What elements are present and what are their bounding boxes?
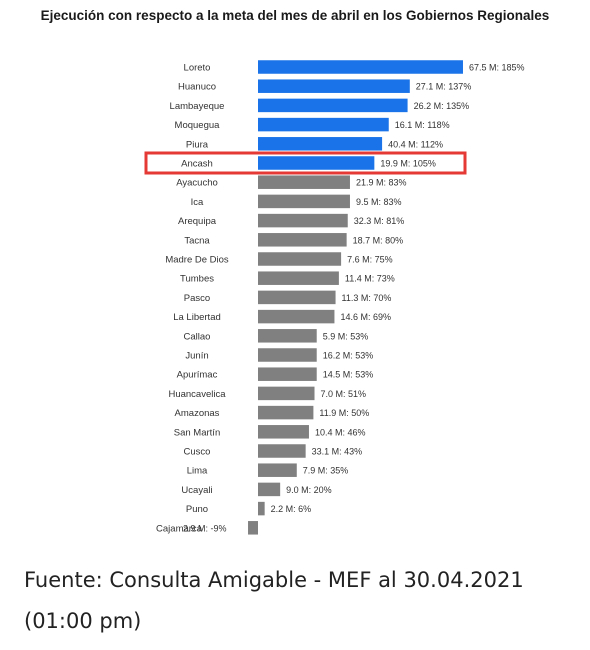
value-label: 2.2 M: 6% bbox=[271, 504, 312, 514]
bar-san-martín bbox=[258, 425, 309, 439]
category-label: Tacna bbox=[184, 235, 210, 246]
value-label: 11.9 M: 50% bbox=[319, 408, 369, 418]
bar-ica bbox=[258, 194, 350, 209]
value-label: 40.4 M: 112% bbox=[388, 139, 443, 149]
category-label: Cajamarca bbox=[156, 523, 203, 534]
bar-cajamarca bbox=[248, 521, 258, 535]
bar-la-libertad bbox=[258, 309, 335, 324]
value-label: 67.5 M: 185% bbox=[469, 63, 525, 73]
bar-ayacucho bbox=[258, 175, 350, 189]
category-label: Tumbes bbox=[180, 274, 214, 285]
value-label: 7.9 M: 35% bbox=[303, 466, 349, 476]
value-label: 14.5 M: 53% bbox=[323, 370, 374, 380]
value-label: 5.9 M: 53% bbox=[323, 331, 369, 341]
category-label: Pasco bbox=[184, 293, 210, 304]
bar-huanuco bbox=[258, 79, 410, 93]
value-label: 27.1 M: 137% bbox=[416, 82, 472, 92]
value-label: 16.2 M: 53% bbox=[323, 351, 374, 361]
bar-ucayali bbox=[258, 482, 281, 497]
bar-junín bbox=[258, 348, 317, 362]
value-label: 14.6 M: 69% bbox=[340, 312, 391, 322]
category-label: Huanuco bbox=[178, 82, 216, 93]
value-label: 11.3 M: 70% bbox=[342, 293, 392, 303]
category-label: Piura bbox=[186, 139, 209, 150]
value-label: 9.5 M: 83% bbox=[356, 197, 402, 207]
category-label: Lima bbox=[187, 466, 208, 477]
value-label: 10.4 M: 46% bbox=[315, 427, 366, 437]
value-label: 18.7 M: 80% bbox=[353, 235, 404, 245]
category-label: Ica bbox=[191, 197, 204, 208]
category-label: Cusco bbox=[184, 447, 211, 458]
category-label: Loreto bbox=[184, 63, 211, 74]
bar-chart: Loreto 67.5 M: 185% Huanuco 27.1 M: 137% Lam… bbox=[144, 60, 525, 535]
value-label: 26.2 M: 135% bbox=[414, 101, 470, 111]
category-label: Ancash bbox=[181, 159, 213, 170]
category-label: Lambayeque bbox=[170, 101, 225, 112]
bar-tumbes bbox=[258, 271, 339, 285]
value-label: 19.9 M: 105% bbox=[380, 159, 436, 169]
bar-amazonas bbox=[258, 405, 314, 420]
category-label: Puno bbox=[186, 504, 208, 515]
value-label: 33.1 M: 43% bbox=[312, 447, 363, 457]
value-label: 7.6 M: 75% bbox=[347, 255, 393, 265]
category-label: Apurímac bbox=[177, 370, 218, 381]
value-label: 11.4 M: 73% bbox=[345, 274, 395, 284]
category-label: Ucayali bbox=[181, 485, 212, 496]
value-label: 21.9 M: 83% bbox=[356, 178, 407, 188]
bar-moquegua bbox=[258, 117, 389, 132]
category-label: Ayacucho bbox=[176, 178, 218, 189]
chart-title: Ejecución con respecto a la meta del mes… bbox=[40, 8, 550, 23]
bar-huancavelica bbox=[258, 386, 315, 401]
category-label: Madre De Dios bbox=[165, 255, 229, 266]
bar-piura bbox=[258, 137, 383, 151]
category-label: La Libertad bbox=[173, 312, 221, 323]
bar-callao bbox=[258, 329, 317, 343]
category-label: Arequipa bbox=[178, 216, 217, 227]
bar-tacna bbox=[258, 233, 347, 247]
value-label: 16.1 M: 118% bbox=[395, 120, 450, 130]
category-label: Huancavelica bbox=[168, 389, 226, 400]
source-caption: Fuente: Consulta Amigable - MEF al 30.04… bbox=[24, 568, 524, 633]
category-label: Amazonas bbox=[175, 408, 220, 419]
value-label: 7.0 M: 51% bbox=[321, 389, 367, 399]
bar-lima bbox=[258, 463, 297, 477]
category-label: Junín bbox=[185, 351, 208, 362]
bar-arequipa bbox=[258, 213, 348, 228]
value-label: 9.0 M: 20% bbox=[286, 485, 332, 495]
bar-cusco bbox=[258, 444, 306, 458]
highlight-box bbox=[144, 151, 467, 175]
bar-loreto bbox=[258, 60, 463, 74]
bar-puno bbox=[258, 501, 265, 516]
category-label: San Martín bbox=[174, 427, 220, 438]
bar-pasco bbox=[258, 290, 336, 305]
bar-apurímac bbox=[258, 367, 317, 381]
bar-lambayeque bbox=[258, 98, 408, 113]
value-label: 32.3 M: 81% bbox=[354, 216, 405, 226]
category-label: Moquegua bbox=[175, 120, 221, 131]
value-label: 2.9 M: -9% bbox=[183, 523, 227, 533]
bar-ancash bbox=[258, 156, 375, 170]
category-label: Callao bbox=[184, 331, 211, 342]
bar-madre-de-dios bbox=[258, 252, 342, 266]
